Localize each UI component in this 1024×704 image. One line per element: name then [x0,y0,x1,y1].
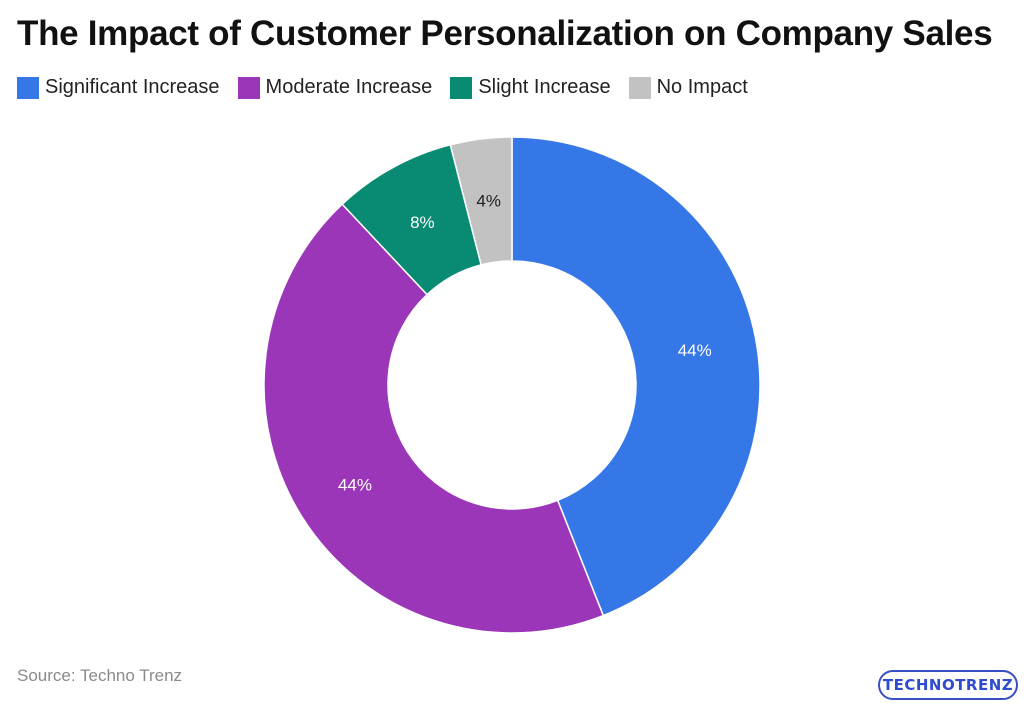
legend-item-significant-increase: Significant Increase [17,76,220,99]
legend-label: Moderate Increase [265,76,433,98]
legend-swatch [237,76,260,99]
data-label: 44% [338,476,372,495]
legend-swatch [450,76,473,99]
legend-item-slight-increase: Slight Increase [450,76,611,99]
legend-swatch [628,76,651,99]
legend-item-no-impact: No Impact [628,76,748,99]
legend-label: Slight Increase [478,76,611,98]
slice-no-impact [449,136,513,266]
slice-moderate-increase [263,203,605,634]
chart-title: The Impact of Customer Personalization o… [17,14,993,53]
legend-swatch [17,76,39,99]
source-note: Source: Techno Trenz [17,666,183,685]
technotrenz-logo: TECHNOTRENZ [878,670,1018,700]
slice-significant-increase [511,136,761,617]
legend-label: Significant Increase [45,76,220,98]
legend: Significant Increase Moderate Increase S… [17,76,766,99]
legend-label: No Impact [656,76,748,98]
legend-item-moderate-increase: Moderate Increase [237,76,433,99]
data-label: 4% [476,191,501,210]
data-label: 44% [678,341,712,360]
data-label: 8% [410,213,435,232]
